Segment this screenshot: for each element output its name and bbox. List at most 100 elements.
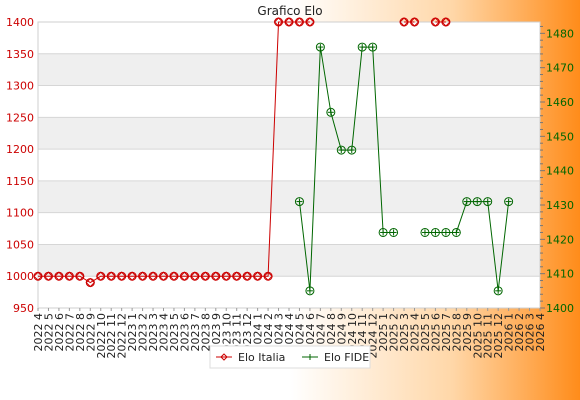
x-tick-label: 2025 10 <box>471 313 484 359</box>
legend-box <box>209 345 371 369</box>
y-left-tick-label: 1050 <box>6 238 34 251</box>
x-tick-label: 2025 7 <box>440 313 453 352</box>
elo-italia-point <box>430 17 441 27</box>
elo-fide-point-ring <box>451 227 461 237</box>
elo-fide-point <box>420 227 430 237</box>
x-tick-label: 2024 4 <box>283 313 296 352</box>
y-left-tick-label: 1400 <box>6 16 34 29</box>
x-tick-label: 2022 7 <box>63 313 76 352</box>
elo-italia-point <box>221 271 231 281</box>
y-right-tick-label: 1480 <box>546 27 574 40</box>
elo-fide-point-ring <box>347 145 357 155</box>
x-tick-label: 2023 9 <box>210 313 223 352</box>
x-tick-label: 2022 9 <box>84 313 97 352</box>
elo-fide-point-ring <box>441 227 451 237</box>
x-tick-label: 2023 1 <box>126 313 139 352</box>
elo-fide-point <box>336 145 346 155</box>
x-tick-label: 2025 11 <box>482 313 495 359</box>
elo-italia-point <box>305 17 315 27</box>
elo-italia-point-ring <box>284 17 294 27</box>
elo-italia-point <box>96 271 106 281</box>
x-tick-label: 2023 7 <box>189 313 202 352</box>
plot-area: 950 1000 1050 1100 1150 1200 1250 1300 1350 1400 1… <box>6 16 574 359</box>
elo-fide-point-ring <box>368 42 378 52</box>
elo-fide-point <box>368 42 378 52</box>
x-tick-label: 2023 8 <box>199 313 212 352</box>
elo-italia-point-ring <box>117 271 127 281</box>
elo-italia-point <box>252 271 263 281</box>
x-tick-label: 2022 6 <box>53 313 66 352</box>
elo-fide-point-ring <box>326 107 336 117</box>
elo-italia-point-ring <box>159 271 168 281</box>
y-right-tick-label: 1460 <box>546 96 574 109</box>
elo-fide-point-ring <box>483 197 493 207</box>
elo-fide-point <box>504 197 514 207</box>
elo-fide-point <box>294 197 304 207</box>
elo-italia-point-ring <box>148 271 158 281</box>
elo-italia-point-ring <box>410 17 419 27</box>
x-tick-label: 2023 5 <box>168 313 181 352</box>
elo-italia-point <box>137 271 148 281</box>
elo-italia-point-ring <box>399 17 409 27</box>
x-tick-label: 2024 7 <box>314 313 327 352</box>
elo-italia-point <box>399 17 409 27</box>
chart-title: Grafico Elo <box>257 4 322 18</box>
elo-fide-point <box>389 227 399 237</box>
elo-fide-point <box>326 107 336 117</box>
elo-italia-point-ring <box>211 271 221 281</box>
y-left-tick-label: 1300 <box>6 80 34 93</box>
elo-italia-point <box>284 17 294 27</box>
elo-italia-point-ring <box>253 271 263 281</box>
x-tick-label: 2024 2 <box>262 313 275 352</box>
x-tick-label: 2022 8 <box>74 313 87 352</box>
x-tick-label: 2024 3 <box>273 313 286 352</box>
elo-fide-point <box>472 197 482 207</box>
y-right-tick-label: 1400 <box>546 302 574 315</box>
y-right-tick-label: 1450 <box>546 130 574 143</box>
legend: Elo Italia Elo FIDE <box>209 345 371 369</box>
x-tick-label: 2023 3 <box>147 313 160 352</box>
elo-fide-point-ring <box>420 227 430 237</box>
elo-fide-point <box>441 227 451 237</box>
y-right-tick-label: 1430 <box>546 199 574 212</box>
x-tick-label: 2024 8 <box>325 313 338 352</box>
elo-italia-point <box>127 271 137 281</box>
elo-italia-point <box>179 271 190 281</box>
elo-italia-point <box>294 17 305 27</box>
elo-italia-point-ring <box>305 17 315 27</box>
elo-italia-point-ring <box>263 271 273 281</box>
elo-italia-point <box>106 271 116 281</box>
x-tick-label: 2022 4 <box>32 313 45 352</box>
elo-italia-point <box>273 17 284 27</box>
elo-italia-point <box>85 277 95 288</box>
elo-italia-point-ring <box>242 271 252 281</box>
x-tick-label: 2025 2 <box>388 313 401 352</box>
elo-fide-point-ring <box>462 197 472 207</box>
elo-fide-point <box>451 227 461 237</box>
x-tick-label: 2025 8 <box>450 313 463 352</box>
elo-italia-point-ring <box>127 271 137 281</box>
x-tick-label: 2022 10 <box>95 313 108 359</box>
elo-italia-point <box>242 271 252 281</box>
elo-italia-point <box>263 271 273 281</box>
elo-italia-point-ring <box>190 271 200 281</box>
elo-fide-point-ring <box>315 42 325 52</box>
elo-fide-point <box>493 286 503 296</box>
elo-fide-point-ring <box>336 145 346 155</box>
elo-italia-point-ring <box>75 271 85 281</box>
elo-fide-point-ring <box>305 286 315 296</box>
elo-italia-point <box>169 271 179 281</box>
elo-italia-point <box>148 271 158 281</box>
x-tick-label: 2026 2 <box>513 313 526 352</box>
x-tick-label: 2024 9 <box>335 313 348 352</box>
elo-italia-point-ring <box>33 271 43 281</box>
elo-italia-point-ring <box>430 17 440 27</box>
elo-italia-point-ring <box>43 271 53 281</box>
legend-label-elo-italia: Elo Italia <box>238 351 285 364</box>
elo-italia-point-ring <box>138 271 148 281</box>
x-tick-label: 2025 12 <box>492 313 505 359</box>
grid-band <box>38 244 540 277</box>
x-tick-label: 2025 9 <box>461 313 474 352</box>
y-right-tick-label: 1440 <box>546 165 574 178</box>
